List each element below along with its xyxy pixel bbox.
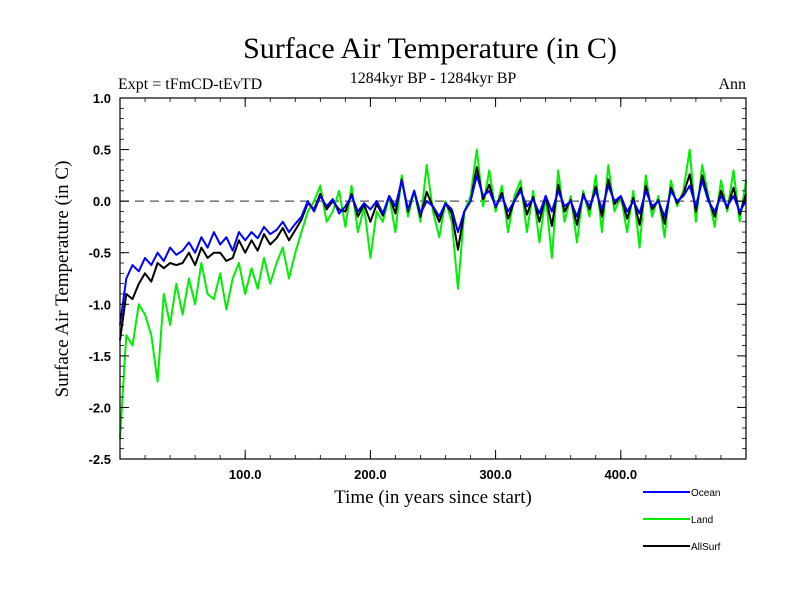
legend-label-land: Land: [691, 515, 713, 526]
x-tick-label: 100.0: [229, 467, 262, 482]
legend-label-ocean: Ocean: [691, 488, 720, 499]
series-group: [119, 148, 747, 439]
y-tick-label: -1.0: [89, 297, 111, 312]
legend-label-allsurf: AllSurf: [691, 542, 721, 553]
experiment-label: Expt = tFmCD-tEvTD: [118, 76, 262, 93]
y-tick-label: -1.5: [89, 349, 111, 364]
y-tick-label: 0.5: [93, 143, 111, 158]
y-tick-label: -0.5: [89, 246, 111, 261]
y-tick-label: -2.5: [89, 452, 111, 467]
series-line-land: [119, 148, 747, 439]
x-tick-label: 400.0: [605, 467, 638, 482]
season-label: Ann: [718, 76, 746, 93]
x-tick-label: 200.0: [354, 467, 387, 482]
x-axis-label: Time (in years since start): [334, 487, 532, 508]
y-tick-label: 0.0: [93, 194, 111, 209]
plot-frame: [119, 97, 747, 460]
y-tick-label: 1.0: [93, 91, 111, 106]
chart-subtitle: 1284kyr BP - 1284kyr BP: [350, 70, 517, 87]
axes-group: -2.5 -2.0 -1.5 -1.0 -0.5 0.0 0.5 1.0 100.0 200.0 3…: [89, 91, 747, 482]
x-tick-label: 300.0: [479, 467, 512, 482]
series-line-ocean: [119, 174, 747, 326]
chart-title: Surface Air Temperature (in C): [243, 32, 617, 65]
y-axis-label: Surface Air Temperature (in C): [52, 161, 73, 398]
series-line-allsurf: [119, 166, 747, 341]
y-tick-label: -2.0: [89, 400, 111, 415]
legend: Ocean Land AllSurf: [643, 488, 721, 553]
